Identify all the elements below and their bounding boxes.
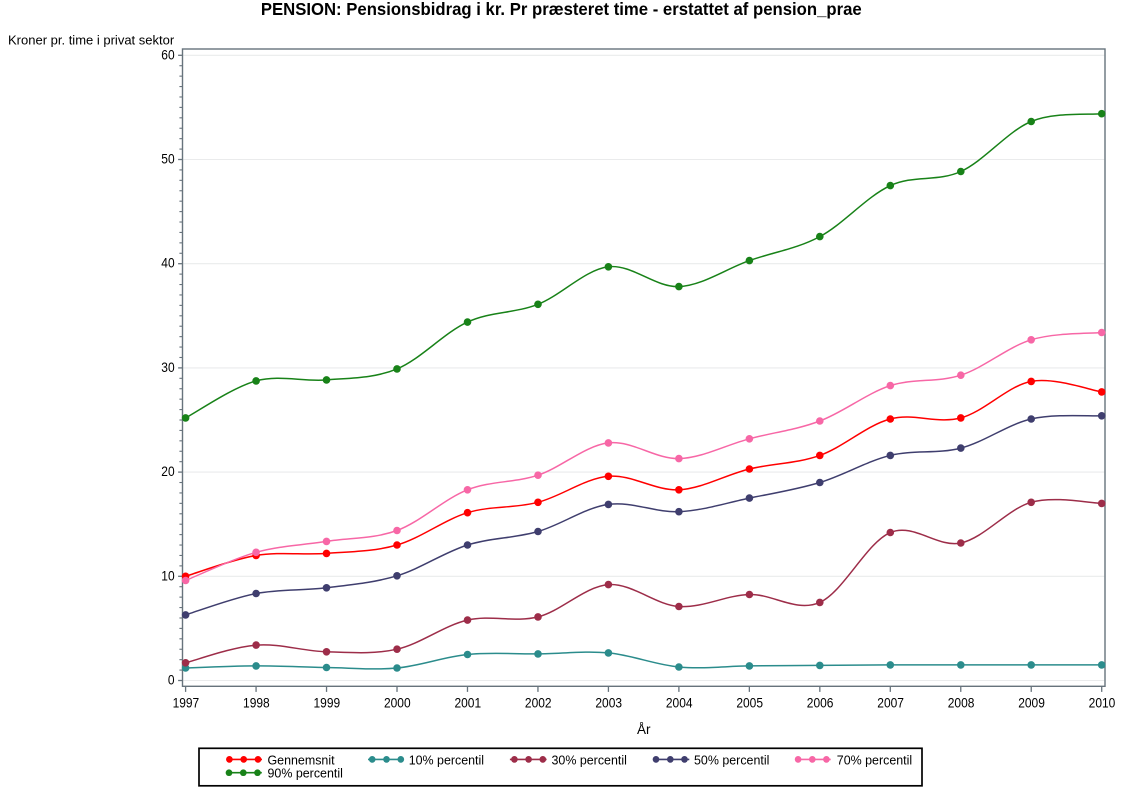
svg-text:60: 60	[161, 46, 174, 62]
svg-text:1997: 1997	[173, 694, 200, 710]
svg-text:2003: 2003	[595, 694, 622, 710]
svg-text:1999: 1999	[314, 694, 341, 710]
svg-text:2005: 2005	[736, 694, 763, 710]
svg-text:20: 20	[161, 463, 174, 479]
svg-text:30% percentil: 30% percentil	[552, 752, 627, 767]
svg-text:10: 10	[161, 567, 174, 583]
svg-text:Gennemsnit: Gennemsnit	[268, 752, 335, 767]
svg-text:Kroner pr. time i privat sekto: Kroner pr. time i privat sektor	[8, 33, 175, 48]
svg-text:50: 50	[161, 151, 174, 167]
svg-text:2007: 2007	[877, 694, 904, 710]
svg-text:1998: 1998	[243, 694, 270, 710]
svg-text:50% percentil: 50% percentil	[694, 752, 769, 767]
svg-text:År: År	[637, 722, 651, 737]
svg-text:2004: 2004	[666, 694, 693, 710]
svg-text:2000: 2000	[384, 694, 411, 710]
svg-text:90% percentil: 90% percentil	[268, 765, 343, 780]
svg-text:2002: 2002	[525, 694, 552, 710]
svg-text:2009: 2009	[1018, 694, 1045, 710]
svg-text:PENSION: Pensionsbidrag i kr.: PENSION: Pensionsbidrag i kr. Pr præster…	[261, 0, 862, 19]
svg-text:2008: 2008	[948, 694, 975, 710]
svg-text:70% percentil: 70% percentil	[837, 752, 912, 767]
svg-text:2001: 2001	[454, 694, 481, 710]
svg-text:0: 0	[168, 672, 175, 688]
svg-text:2006: 2006	[807, 694, 834, 710]
svg-text:30: 30	[161, 359, 174, 375]
svg-text:2010: 2010	[1089, 694, 1116, 710]
svg-text:10% percentil: 10% percentil	[409, 752, 484, 767]
svg-text:40: 40	[161, 255, 174, 271]
